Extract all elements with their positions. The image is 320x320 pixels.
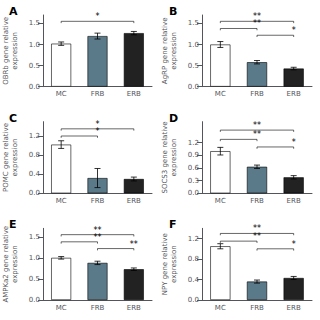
svg-text:1.2: 1.2 (29, 132, 40, 140)
svg-text:1.5: 1.5 (29, 233, 40, 241)
svg-text:F: F (169, 218, 177, 231)
svg-text:0.5: 0.5 (29, 275, 40, 283)
svg-text:*: * (292, 240, 296, 249)
svg-text:FRB: FRB (91, 90, 105, 98)
svg-text:0.0: 0.0 (29, 189, 40, 197)
svg-text:POMC gene relative: POMC gene relative (2, 123, 10, 192)
svg-text:0.0: 0.0 (188, 189, 199, 197)
svg-text:ERB: ERB (287, 197, 301, 205)
svg-text:0.0: 0.0 (188, 296, 199, 304)
svg-text:B: B (169, 5, 177, 18)
svg-text:NPY gene relative: NPY gene relative (161, 233, 169, 295)
svg-text:MC: MC (56, 304, 67, 312)
svg-text:ERB: ERB (127, 304, 141, 312)
svg-text:**: ** (130, 240, 138, 249)
svg-text:expression: expression (170, 139, 178, 177)
svg-text:D: D (169, 112, 178, 125)
svg-text:*: * (96, 12, 100, 21)
svg-text:**: ** (253, 130, 261, 139)
svg-text:MC: MC (215, 197, 226, 205)
svg-text:AMPKa2 gene relative: AMPKa2 gene relative (2, 226, 10, 303)
svg-text:OBRb gene relative: OBRb gene relative (2, 17, 10, 85)
svg-text:ERB: ERB (287, 304, 301, 312)
svg-text:FRB: FRB (250, 197, 264, 205)
svg-text:*: * (292, 26, 296, 35)
svg-text:FRB: FRB (250, 304, 264, 312)
svg-text:1.0: 1.0 (188, 41, 199, 49)
svg-text:1.2: 1.2 (188, 235, 199, 243)
svg-text:expression: expression (11, 32, 19, 70)
svg-text:AgRP gene relative: AgRP gene relative (161, 17, 169, 84)
svg-text:1.0: 1.0 (29, 254, 40, 262)
svg-text:0.0: 0.0 (29, 296, 40, 304)
svg-text:0.9: 0.9 (188, 151, 199, 159)
svg-text:ERB: ERB (127, 90, 141, 98)
svg-text:ERB: ERB (127, 197, 141, 205)
svg-text:E: E (9, 218, 17, 231)
svg-text:0.4: 0.4 (188, 276, 200, 284)
svg-text:SOCS3 gene relative: SOCS3 gene relative (161, 121, 169, 193)
svg-text:ERB: ERB (287, 90, 301, 98)
svg-text:A: A (9, 5, 18, 18)
svg-text:MC: MC (215, 304, 226, 312)
svg-text:0.5: 0.5 (29, 62, 40, 70)
svg-text:0.8: 0.8 (188, 255, 199, 263)
svg-text:0.6: 0.6 (188, 164, 200, 172)
svg-text:MC: MC (215, 90, 226, 98)
svg-text:0.0: 0.0 (188, 83, 199, 91)
svg-text:*: * (292, 138, 296, 147)
svg-text:expression: expression (11, 245, 19, 283)
svg-text:FRB: FRB (91, 304, 105, 312)
svg-text:C: C (9, 112, 17, 125)
svg-text:0.8: 0.8 (29, 151, 40, 159)
svg-text:0.4: 0.4 (29, 170, 41, 178)
svg-text:expression: expression (11, 139, 19, 177)
svg-text:0.5: 0.5 (188, 62, 199, 70)
svg-text:**: ** (253, 121, 261, 130)
svg-text:1.5: 1.5 (29, 19, 40, 27)
svg-text:MC: MC (56, 197, 67, 205)
svg-text:**: ** (253, 224, 261, 233)
svg-text:MC: MC (56, 90, 67, 98)
svg-text:**: ** (253, 12, 261, 21)
svg-text:*: * (96, 120, 100, 129)
svg-text:1.2: 1.2 (188, 139, 199, 147)
svg-text:**: ** (94, 226, 102, 235)
svg-text:FRB: FRB (91, 197, 105, 205)
svg-text:1.5: 1.5 (188, 19, 199, 27)
svg-text:expression: expression (170, 245, 178, 283)
svg-text:1.0: 1.0 (29, 41, 40, 49)
svg-text:0.3: 0.3 (188, 177, 199, 185)
svg-text:0.0: 0.0 (29, 83, 40, 91)
svg-text:expression: expression (170, 32, 178, 70)
svg-text:FRB: FRB (250, 90, 264, 98)
